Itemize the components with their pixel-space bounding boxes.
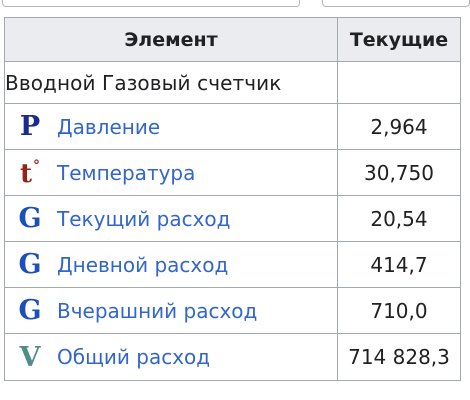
parameter-link-yesterday-flow[interactable]: Вчерашний расход	[57, 298, 258, 323]
table-row: V Общий расход 714 828,3	[4, 333, 461, 381]
value-cell: 2,964	[337, 103, 461, 150]
table-row: G Дневной расход 414,7	[4, 241, 461, 288]
volume-v-icon: V	[19, 341, 41, 373]
parameter-cell: G Дневной расход	[4, 241, 338, 288]
parameter-link-temperature[interactable]: Температура	[57, 160, 196, 185]
section-title: Вводной Газовый счетчик	[4, 61, 338, 104]
flow-g-icon: G	[18, 249, 42, 280]
flow-g-icon: G	[18, 203, 42, 234]
section-row: Вводной Газовый счетчик	[4, 61, 461, 104]
gas-meter-table: Элемент Текущие Вводной Газовый счетчик …	[4, 17, 461, 381]
value-cell: 20,54	[337, 195, 461, 242]
parameter-link-daily-flow[interactable]: Дневной расход	[57, 252, 229, 277]
pressure-p-icon: P	[19, 111, 41, 142]
current-column-header: Текущие	[337, 17, 461, 62]
parameter-cell: G Текущий расход	[4, 195, 338, 242]
element-column-header: Элемент	[4, 17, 338, 62]
parameter-link-total-flow[interactable]: Общий расход	[57, 345, 211, 369]
value-cell: 30,750	[337, 149, 461, 196]
top-left-field[interactable]	[2, 0, 300, 7]
parameter-cell: V Общий расход	[4, 333, 338, 381]
parameter-link-current-flow[interactable]: Текущий расход	[57, 206, 231, 231]
table-row: P Давление 2,964	[4, 103, 461, 150]
header-row: Элемент Текущие	[4, 17, 461, 62]
value-cell: 714 828,3	[337, 333, 461, 381]
parameter-cell: G Вчерашний расход	[4, 287, 338, 334]
degree-sign: °	[33, 157, 40, 174]
top-right-field[interactable]	[322, 0, 470, 7]
value-cell: 414,7	[337, 241, 461, 288]
temperature-t-glyph: t	[19, 158, 32, 189]
flow-g-icon: G	[18, 295, 42, 326]
table-row: t° Температура 30,750	[4, 149, 461, 196]
section-empty-cell	[337, 61, 461, 104]
table-row: G Текущий расход 20,54	[4, 195, 461, 242]
parameter-cell: P Давление	[4, 103, 338, 150]
parameter-link-pressure[interactable]: Давление	[57, 114, 161, 139]
parameter-cell: t° Температура	[4, 149, 338, 196]
value-cell: 710,0	[337, 287, 461, 334]
table-row: G Вчерашний расход 710,0	[4, 287, 461, 334]
top-controls-strip	[0, 0, 470, 8]
temperature-t-icon: t°	[15, 159, 45, 187]
